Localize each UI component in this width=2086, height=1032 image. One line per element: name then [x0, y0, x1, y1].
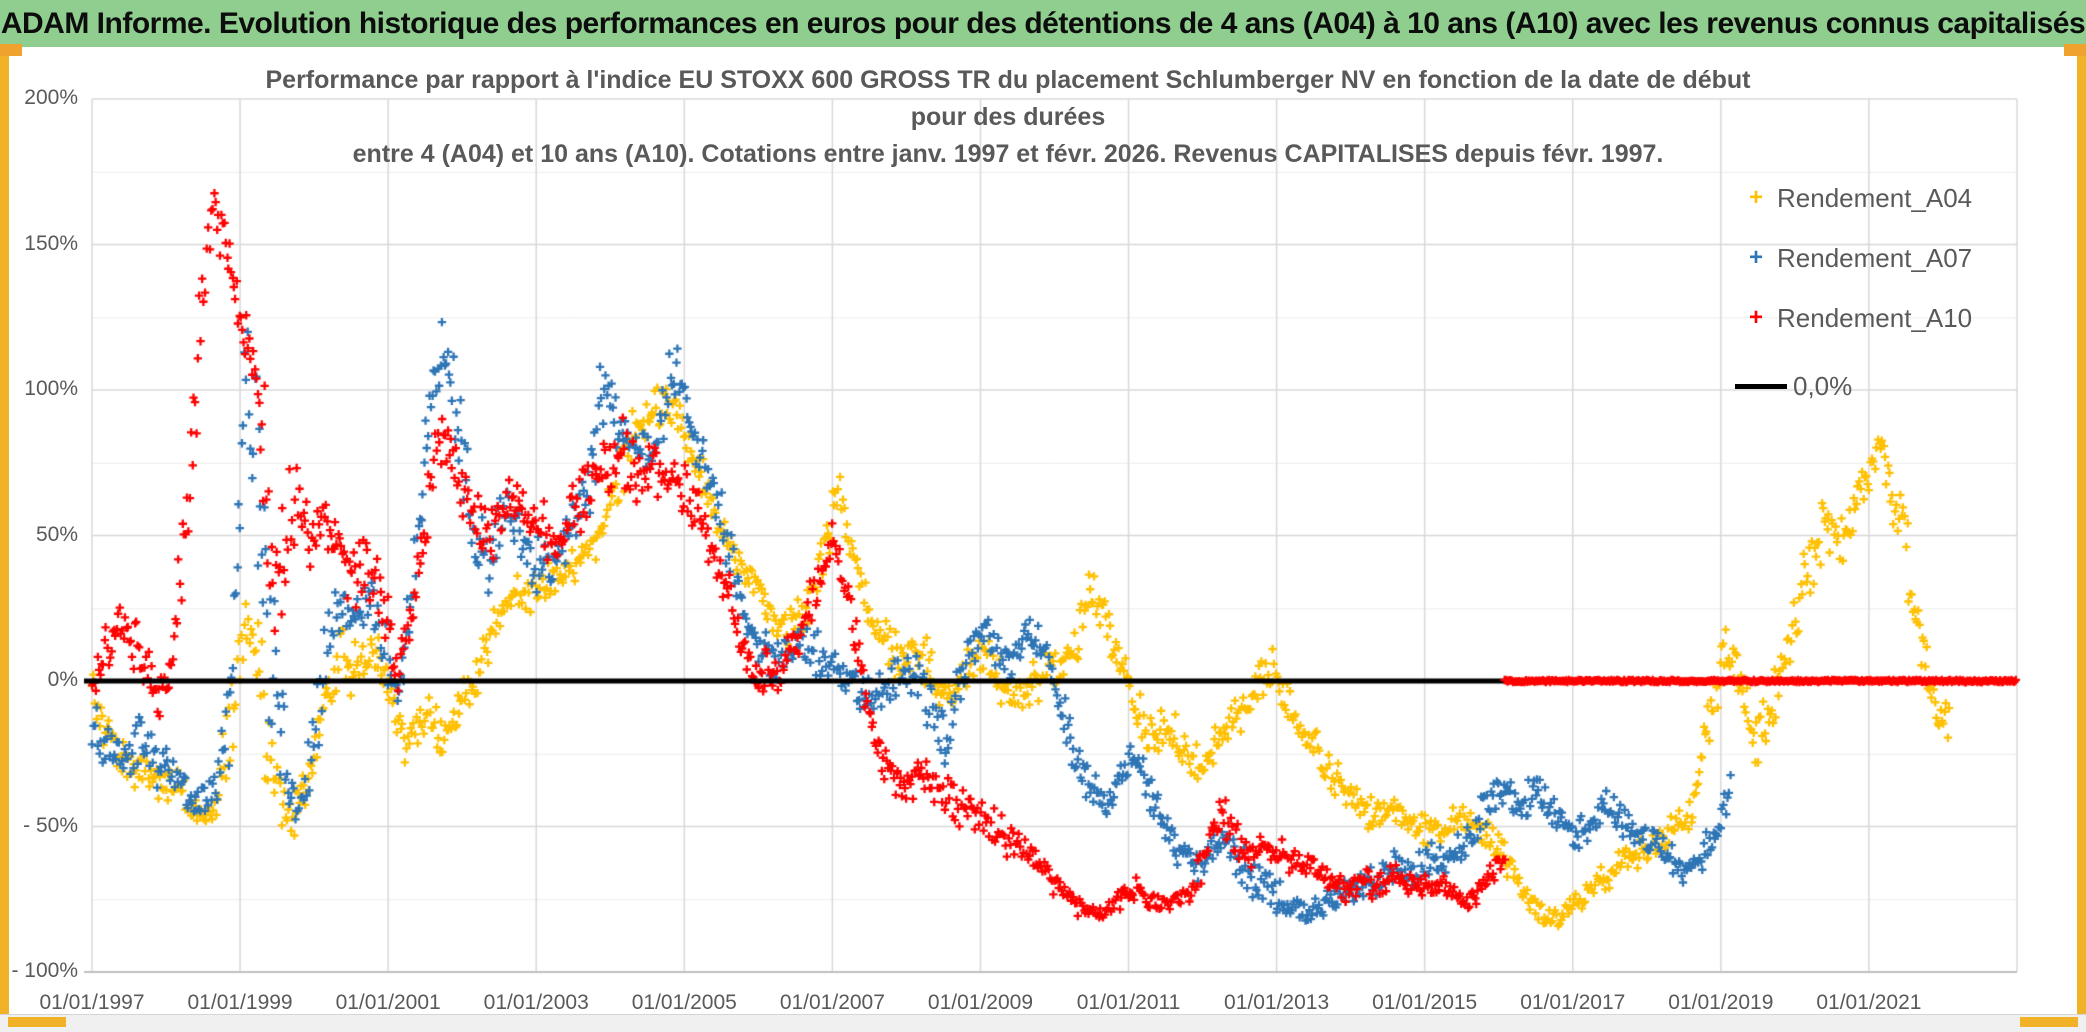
legend-item-rendement-a07: + Rendement_A07: [1735, 238, 1972, 278]
y-tick-label: 50%: [35, 522, 78, 546]
y-tick-label: 150%: [24, 231, 78, 255]
legend-label: 0,0%: [1793, 370, 1853, 401]
legend-plus-marker-icon: +: [1748, 244, 1763, 271]
y-tick-label: 100%: [24, 377, 78, 400]
chart-title-line1: Performance par rapport à l'indice EU ST…: [265, 66, 1751, 131]
chart-title-line2: entre 4 (A04) et 10 ans (A10). Cotations…: [352, 140, 1664, 168]
x-tick-label: 01/01/2009: [927, 991, 1033, 1014]
x-tick-label: 01/01/2019: [1668, 991, 1774, 1014]
x-tick-label: 01/01/2001: [335, 991, 441, 1014]
y-tick-label: 0%: [47, 668, 78, 691]
legend-plus-marker-icon: +: [1748, 184, 1763, 211]
legend-item-0-0-: 0,0%: [1735, 366, 1852, 406]
x-tick-label: 01/01/2003: [483, 991, 589, 1014]
legend-label: Rendement_A04: [1777, 182, 1973, 213]
x-tick-label: 01/01/2005: [631, 991, 737, 1014]
y-tick-label: 200%: [24, 86, 78, 109]
x-tick-label: 01/01/2015: [1372, 991, 1478, 1014]
y-tick-label: - 100%: [11, 959, 78, 982]
x-tick-label: 01/01/1999: [187, 991, 293, 1014]
legend-label: Rendement_A07: [1777, 242, 1973, 273]
x-tick-label: 01/01/2017: [1520, 991, 1626, 1014]
legend-zero-line-swatch: [1735, 383, 1787, 389]
y-tick-label: - 50%: [23, 813, 78, 837]
x-tick-label: 01/01/2007: [779, 991, 885, 1014]
x-tick-label: 01/01/1997: [39, 991, 145, 1014]
legend-item-rendement-a04: + Rendement_A04: [1735, 178, 1972, 218]
legend-plus-marker-icon: +: [1748, 304, 1763, 331]
x-tick-label: 01/01/2013: [1224, 991, 1330, 1014]
chart-title: Performance par rapport à l'indice EU ST…: [243, 62, 1773, 173]
legend-label: Rendement_A10: [1777, 302, 1973, 333]
x-tick-label: 01/01/2011: [1076, 991, 1181, 1014]
x-tick-label: 01/01/2021: [1816, 991, 1922, 1014]
legend-item-rendement-a10: + Rendement_A10: [1735, 298, 1972, 338]
